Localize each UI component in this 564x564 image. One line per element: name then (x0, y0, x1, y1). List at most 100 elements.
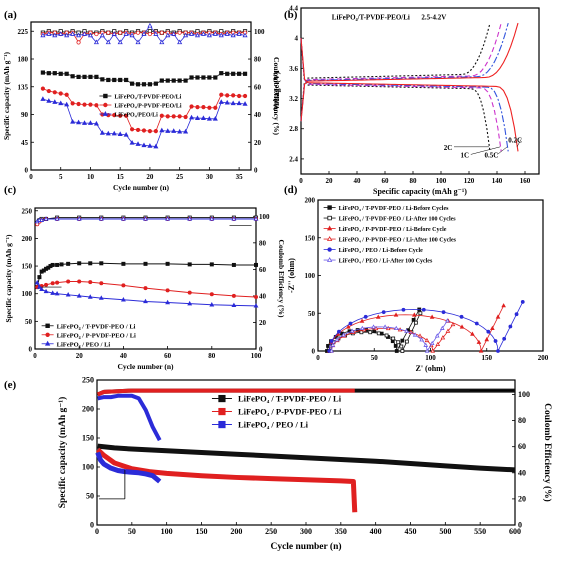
legend-label: LiFePO₄ / P-PVDF-PEO / Li (57, 332, 136, 339)
data-point (236, 31, 242, 36)
data-point (371, 324, 376, 329)
data-point (212, 31, 218, 36)
data-point (50, 290, 56, 295)
y-tick-label: 50 (86, 492, 94, 501)
data-point (165, 128, 171, 133)
data-point (76, 40, 81, 45)
y2-axis-label: Coulomb Efficiency (%) (272, 57, 281, 135)
data-point (81, 31, 88, 36)
legend-label: LiFePO₄ / PEO / Li-Before Cycle (339, 248, 424, 254)
data-point (225, 93, 230, 98)
x-tick-label: 20 (146, 173, 154, 181)
data-point (195, 105, 200, 110)
data-point (375, 314, 381, 319)
data-point (77, 279, 82, 284)
data-point (147, 143, 153, 148)
data-point (209, 216, 215, 221)
data-point (418, 311, 423, 316)
data-point (209, 292, 214, 297)
data-point (70, 101, 75, 106)
y-tick-label: 200 (305, 197, 316, 205)
data-point (242, 101, 248, 106)
data-point (189, 104, 194, 109)
data-point (87, 120, 94, 125)
y2-tick-label: 80 (518, 416, 526, 425)
data-point (165, 288, 170, 293)
data-point (423, 342, 429, 347)
charge-curve (300, 22, 491, 122)
data-point (194, 115, 201, 120)
data-point (99, 130, 105, 135)
x-axis-label: Specific capacity (mAh g⁻¹) (373, 187, 467, 196)
legend-marker (326, 257, 333, 262)
data-point (135, 127, 141, 133)
data-point (147, 82, 153, 87)
data-point (106, 77, 111, 83)
panel-c: 0 20 40 60 80 100050100150200250020406080100C… (4, 184, 286, 371)
data-point (231, 302, 237, 307)
y2-tick-label: 100 (259, 213, 270, 221)
data-point (99, 32, 105, 38)
rate-label: 0.2C (508, 136, 522, 144)
legend-label: LiFePO₄/PEO/Li (114, 113, 158, 119)
legend-label: LiFePO₄ / T-PVDF-PEO / Li-After 100 Cycl… (339, 217, 457, 223)
x-tick-label: 20 (76, 352, 84, 360)
data-point (349, 328, 355, 333)
data-point (189, 75, 194, 80)
data-point (43, 216, 49, 221)
data-point (124, 77, 129, 83)
y-axis-label: Specific capacity (mAh g⁻¹) (4, 234, 13, 323)
panel-b: 0 20 40 60 80 100 120 140 160 2.4 2.8 3.2 3.6 4 4.4 Spe… (272, 5, 540, 196)
data-point (55, 262, 60, 267)
data-point (143, 298, 148, 304)
legend-marker (327, 215, 332, 221)
y2-axis-label: Coulomb Efficiency (%) (542, 403, 553, 502)
data-point (188, 31, 195, 36)
data-point (65, 292, 71, 297)
panel-label: (c) (4, 184, 17, 196)
data-point (207, 105, 212, 110)
panel-label: (e) (4, 379, 17, 391)
y-tick-label: 0 (312, 348, 316, 356)
y-tick-label: 2.4 (289, 155, 298, 163)
data-point (82, 102, 87, 107)
series-band (97, 443, 516, 473)
x-tick-label: 60 (382, 177, 390, 185)
panel-e: 0 50 100 150 200 250 300 350 400 450 500 550 6000501… (4, 376, 553, 553)
y-tick-label: 2.8 (289, 125, 298, 133)
data-point (105, 39, 111, 45)
data-point (153, 143, 159, 149)
y-tick-label: 250 (82, 376, 94, 385)
data-point (52, 90, 57, 95)
data-point (76, 32, 82, 38)
data-point (46, 98, 52, 103)
data-point (64, 71, 69, 76)
data-point (177, 39, 183, 45)
legend-marker (45, 332, 50, 337)
data-point (183, 128, 189, 134)
data-point (39, 286, 45, 291)
data-point (359, 318, 365, 323)
y2-tick-label: 40 (259, 292, 267, 300)
data-point (40, 70, 45, 75)
x-tick-label: 40 (120, 352, 128, 360)
data-point (70, 119, 76, 124)
data-point (112, 113, 117, 118)
data-point (88, 74, 93, 79)
data-point (429, 314, 435, 319)
data-point (496, 349, 500, 353)
y-tick-label: 45 (21, 139, 29, 147)
data-point (123, 31, 129, 36)
y-tick-label: 100 (305, 272, 316, 280)
data-point (98, 216, 104, 221)
data-point (70, 74, 75, 79)
data-point (147, 31, 153, 37)
chart-title: LiFePO₄/T-PVDF-PEO/Li (332, 13, 410, 21)
data-point (237, 71, 242, 76)
data-point (434, 333, 440, 338)
data-point (486, 329, 491, 334)
y-tick-label: 0 (25, 167, 29, 175)
data-point (207, 75, 212, 80)
y2-tick-label: 80 (259, 239, 267, 247)
data-point (429, 340, 435, 346)
